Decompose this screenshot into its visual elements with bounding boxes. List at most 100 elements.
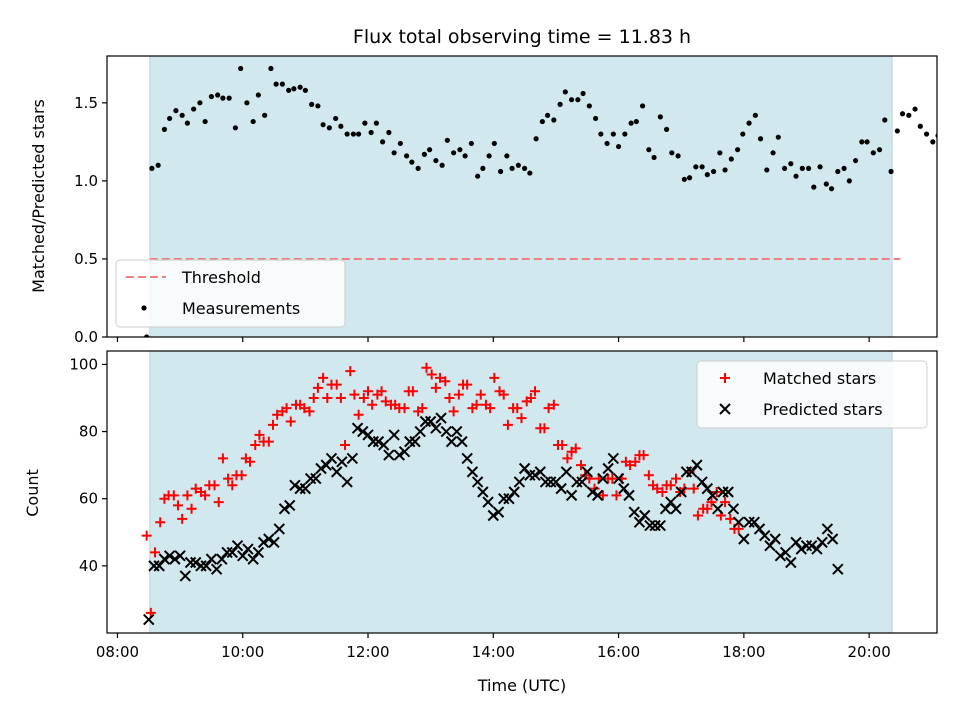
predicted-star-point [179,570,192,582]
measurement-point [344,131,350,137]
predicted-star-point [774,550,787,562]
predicted-star-point [231,540,244,552]
measurement-point [451,150,457,156]
matched-star-point [430,382,441,393]
predicted-star-point [545,476,557,488]
predicted-star-point [195,560,207,572]
predicted-star-point [200,560,212,572]
predicted-star-point [226,546,238,559]
x-tick-label: 16:00 [597,643,640,661]
predicted-star-point [524,469,536,481]
predicted-star-point [341,476,353,488]
measurement-point [859,139,865,145]
predicted-star-point [299,482,312,495]
predicted-star-point [732,516,745,528]
legend: Threshold Measurements [115,259,346,328]
measurement-point [710,168,717,175]
predicted-star-point [268,536,280,549]
measurement-point [746,120,752,126]
predicted-star-point [320,459,332,471]
measurement-point [663,126,670,132]
matched-star-point [331,379,342,390]
measurement-point [409,159,415,165]
predicted-star-point [294,482,306,495]
measurement-point [415,165,421,171]
measurement-point [184,120,190,126]
predicted-star-point [289,479,301,491]
measurement-point [717,150,723,156]
predicted-star-point [216,553,228,565]
measurement-point [144,334,150,337]
predicted-star-point [498,493,510,505]
predicted-star-point [310,472,322,485]
matched-star-point [177,513,188,524]
matched-star-point [186,503,197,514]
predicted-star-point [785,556,797,569]
matched-star-point [281,403,292,414]
matched-star-point [462,379,473,390]
measurement-point [338,123,344,129]
matched-star-point [562,453,573,464]
matched-star-point [322,393,333,403]
predicted-star-point [722,486,734,498]
matched-star-point [557,440,568,450]
measurement-point [930,139,936,145]
measurement-point [480,165,486,171]
measurement-point [917,123,923,129]
predicted-star-point [210,563,223,575]
measurement-point [244,100,250,106]
legend: Matched stars Predicted stars [696,360,928,429]
predicted-star-point [769,533,781,545]
matched-star-point [570,443,581,454]
measurement-point [191,106,197,112]
matched-star-point [530,386,541,397]
predicted-star-point [618,482,630,495]
legend-label: Measurements [182,299,300,318]
matched-star-point [250,440,261,450]
matched-star-point [217,453,228,464]
measurement-point [167,115,173,122]
measurement-point [286,87,292,93]
x-tick-label: 18:00 [722,643,765,661]
predicted-star-point [174,550,186,562]
measurement-point [948,142,953,147]
predicted-star-point [205,553,218,565]
predicted-star-point [456,435,468,448]
measurement-point [544,112,551,118]
y-tick-label: 0.0 [74,328,98,346]
predicted-star-point [508,486,520,498]
x-tick-label: 08:00 [96,643,139,661]
matched-star-point [182,490,193,501]
measurement-point [622,131,628,137]
predicted-star-point [727,503,740,515]
predicted-star-point [388,429,400,441]
measurement-point [686,175,693,181]
predicted-star-point [529,469,541,481]
x-tick-label: 12:00 [346,643,389,661]
measurement-point [439,162,445,168]
measurement-point [793,173,799,179]
measurement-point [386,129,392,136]
predicted-star-point [665,496,677,508]
measurement-point [870,150,876,156]
predicted-star-point [701,482,714,495]
predicted-star-point [304,472,317,485]
matched-star-point [190,483,201,494]
legend-matched-swatch [720,373,730,383]
measurement-point [828,186,835,192]
measurement-point [899,111,906,117]
matched-star-point [688,483,699,494]
measurement-point [657,114,663,120]
matched-star-point [150,547,161,558]
measurement-point [475,173,481,179]
measurement-point [752,112,758,118]
measurement-point [704,172,710,178]
predicted-star-point [586,486,599,498]
predicted-star-point [712,503,724,515]
matched-star-point [448,406,459,417]
measurement-point [942,138,947,143]
predicted-star-point [430,422,442,434]
measurement-point [155,162,161,168]
predicted-star-point [680,466,693,478]
predicted-star-point [351,422,364,434]
